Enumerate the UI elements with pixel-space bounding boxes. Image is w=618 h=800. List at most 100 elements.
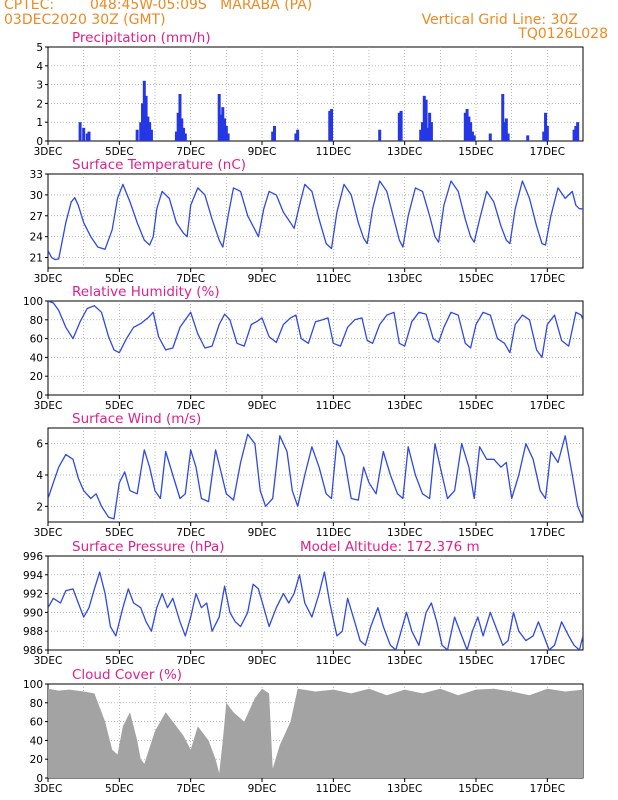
pressure-point [201, 607, 203, 609]
precip-bar [148, 122, 152, 141]
temperature-point [529, 198, 531, 200]
pressure-point [447, 649, 449, 651]
precip-bar [544, 112, 548, 141]
cloud-panel: 0 20 40 60 80 100 3DEC 5DEC 7DEC 9DEC 11DEC 13DEC 15… [23, 667, 584, 795]
pressure-point [400, 630, 402, 632]
cloud-data [48, 688, 583, 778]
wind-point [292, 490, 294, 492]
wind-title: Surface Wind (m/s) [72, 411, 201, 427]
humidity-point [126, 338, 128, 340]
y-tick-label: 40 [30, 352, 43, 364]
humidity-panel: 0 20 40 60 80 100 3DEC 5DEC 7DEC 9DEC 11DEC 13DEC 15… [23, 284, 584, 412]
temperature-point [47, 250, 49, 252]
pressure-point [390, 645, 392, 647]
cloud-point [140, 758, 142, 760]
temperature-point [457, 191, 459, 193]
wind-point [429, 498, 431, 500]
precip-bar [224, 125, 228, 141]
pressure-point [554, 645, 556, 647]
y-tick-label: 40 [30, 735, 43, 747]
wind-point [304, 474, 306, 476]
cloud-point [69, 689, 71, 691]
precip-bar [144, 95, 148, 141]
wind-point [318, 466, 320, 468]
pressure-point [229, 612, 231, 614]
temperature-point [393, 218, 395, 220]
y-tick-label: 27 [30, 211, 43, 223]
humidity-point [418, 311, 420, 313]
wind-point [195, 466, 197, 468]
temperature-point [186, 236, 188, 238]
temperature-point [363, 237, 365, 239]
x-tick-label: 15DEC [458, 655, 493, 667]
cloud-point [272, 768, 274, 770]
x-tick-label: 3DEC [34, 146, 63, 158]
temperature-point [514, 208, 516, 210]
temperature-point [54, 259, 56, 261]
cloud-point [190, 749, 192, 751]
y-tick-label: 100 [23, 296, 43, 308]
pressure-point [354, 621, 356, 623]
x-tick-label: 13DEC [387, 146, 422, 158]
pressure-point [573, 645, 575, 647]
pressure-point [377, 607, 379, 609]
precip-bar [139, 122, 143, 141]
precip-bar [135, 129, 139, 141]
wind-point [500, 466, 502, 468]
temperature-point [331, 248, 333, 250]
temperature-panel: 21 24 27 30 33 3DEC 5DEC 7DEC 9DEC 11DEC 13DEC 15DE… [30, 157, 584, 285]
y-tick-label: 4 [36, 61, 43, 73]
temperature-point [240, 191, 242, 193]
wind-point [113, 518, 115, 520]
humidity-point [53, 302, 55, 304]
cloud-point [290, 721, 292, 723]
wind-point [160, 498, 162, 500]
precip-bar [472, 135, 476, 141]
temperature-point [343, 184, 345, 186]
y-tick-label: 992 [23, 589, 43, 601]
humidity-point [283, 324, 285, 326]
y-tick-label: 994 [23, 570, 43, 582]
x-tick-label: 9DEC [248, 783, 277, 795]
cloud-point [457, 694, 459, 696]
precip-bar [176, 112, 180, 141]
wind-point [279, 435, 281, 437]
humidity-data [48, 301, 583, 359]
humidity-point [554, 314, 556, 316]
wind-point [108, 517, 110, 519]
precip-bar [397, 112, 401, 141]
wind-point [226, 493, 228, 495]
temperature-point [550, 215, 552, 217]
y-tick-label: 0 [36, 390, 43, 402]
humidity-point [379, 324, 381, 326]
wind-point [577, 506, 579, 508]
temperature-point [65, 222, 67, 224]
cloud-point [243, 721, 245, 723]
pressure-point [234, 621, 236, 623]
cloud-point [422, 693, 424, 695]
temperature-point [509, 243, 511, 245]
precip-bar [182, 127, 186, 141]
wind-point [572, 474, 574, 476]
pressure-point [195, 593, 197, 595]
humidity-point [211, 345, 213, 347]
pressure-point [145, 621, 147, 623]
wind-point [136, 493, 138, 495]
precip-bar [272, 125, 276, 141]
pressure-point [466, 649, 468, 651]
cloud-point [315, 691, 317, 693]
y-tick-label: 20 [30, 754, 43, 766]
humidity-point [432, 338, 434, 340]
precip-bar [463, 112, 467, 141]
humidity-point [224, 313, 226, 315]
wind-point [220, 471, 222, 473]
cloud-point [279, 744, 281, 746]
wind-point [190, 449, 192, 451]
temperature-series-line [48, 180, 583, 261]
temperature-point [263, 208, 265, 210]
wind-point [47, 498, 49, 500]
y-tick-label: 5 [36, 42, 43, 54]
pressure-point [406, 612, 408, 614]
pressure-point [489, 612, 491, 614]
cloud-point [222, 740, 224, 742]
